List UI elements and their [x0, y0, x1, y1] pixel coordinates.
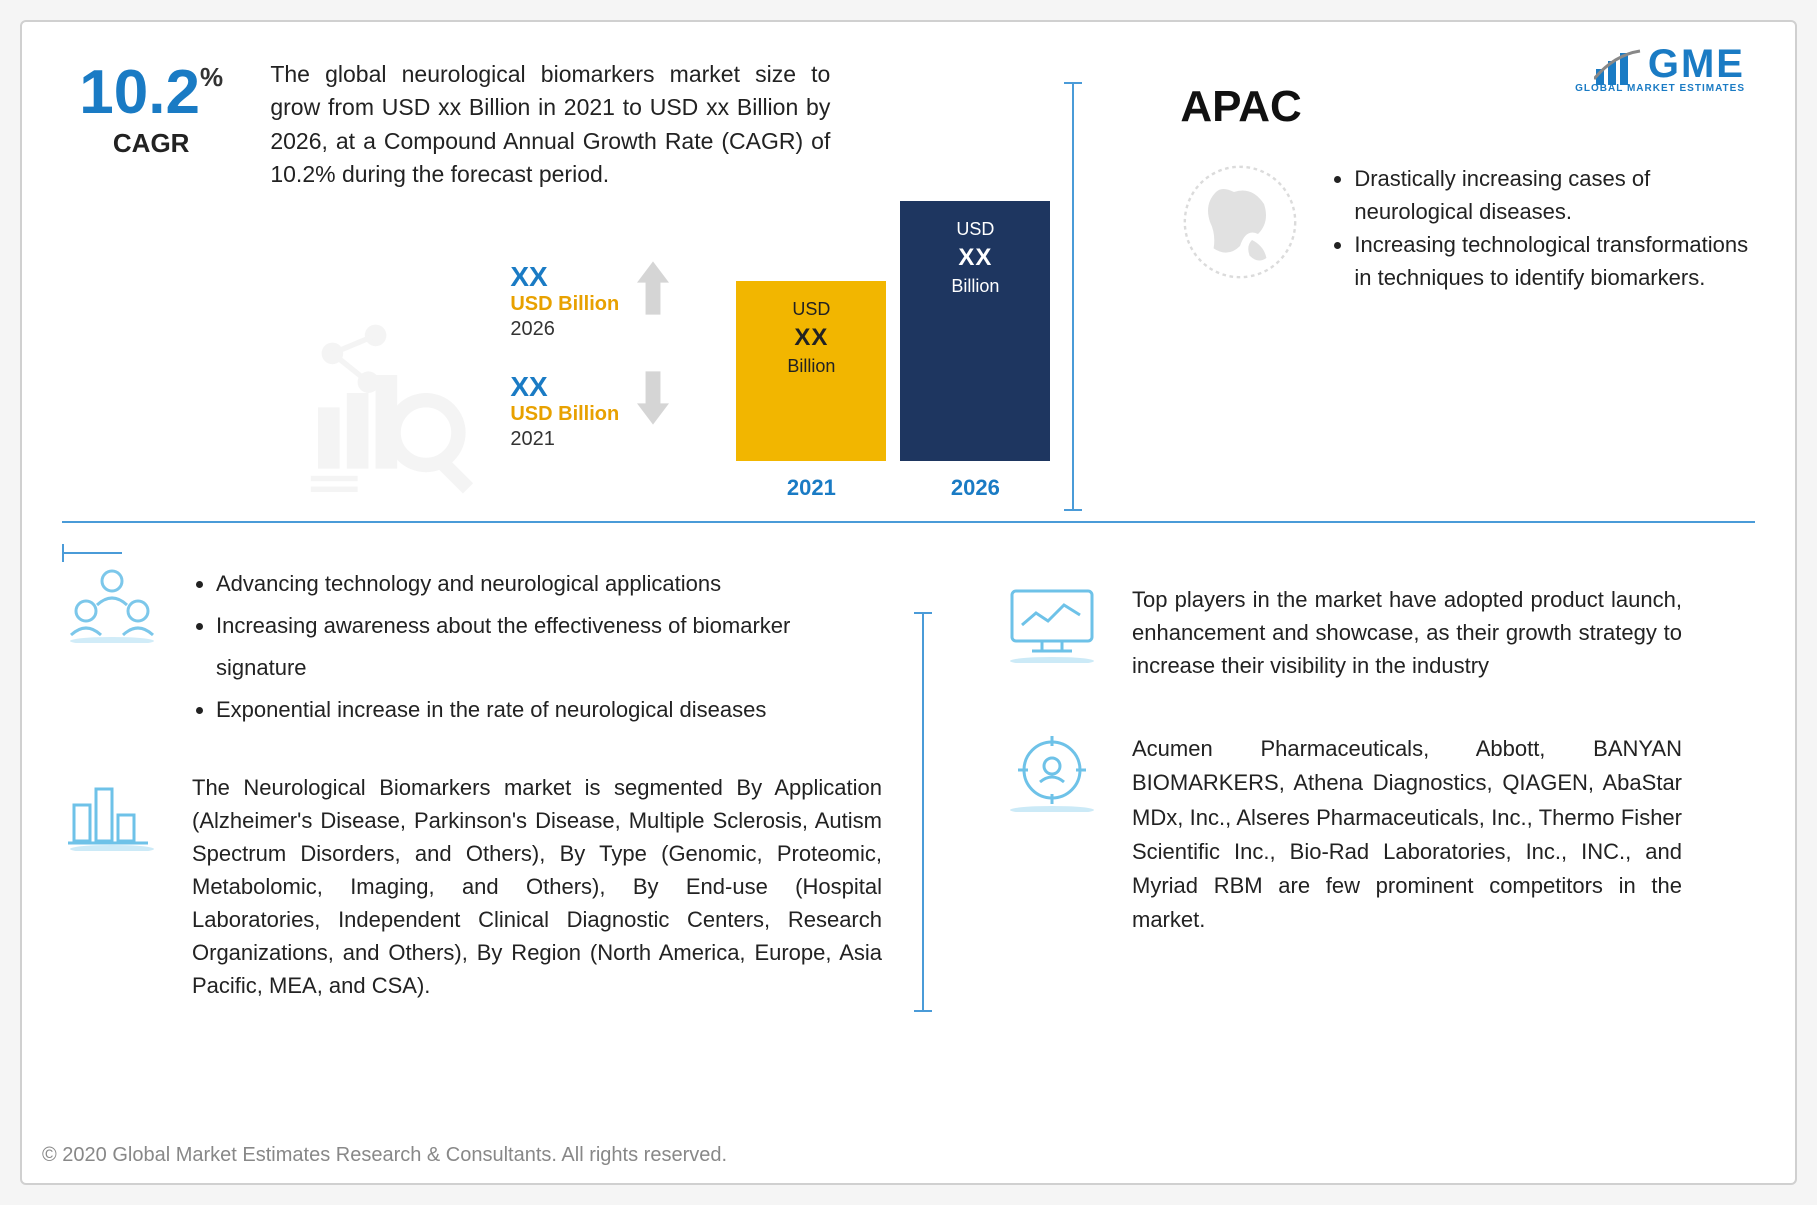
- drivers-list: Advancing technology and neurological ap…: [192, 563, 882, 730]
- xx-value: XX: [510, 371, 619, 403]
- mid-row: XX USD Billion 2026 XX USD Billion 2021: [270, 221, 1050, 501]
- monitor-icon: [1002, 583, 1102, 663]
- bar-category-label: 2026: [900, 475, 1050, 501]
- bar-2021-wrap: USD XX Billion 2021: [736, 281, 886, 501]
- apac-bullet: Increasing technological transformations…: [1354, 228, 1755, 294]
- driver-item: Exponential increase in the rate of neur…: [216, 689, 882, 731]
- bar-value: XX: [794, 324, 828, 352]
- right-column: Top players in the market have adopted p…: [1002, 563, 1682, 1001]
- drivers-block: Advancing technology and neurological ap…: [62, 563, 882, 730]
- strategy-text: Top players in the market have adopted p…: [1132, 583, 1682, 682]
- bar-usd-label: USD: [792, 299, 830, 320]
- logo-text: GME: [1648, 42, 1745, 87]
- bar-category-label: 2021: [736, 475, 886, 501]
- globe-icon: [1180, 162, 1300, 282]
- xx-item-2026: XX USD Billion 2026: [510, 261, 686, 341]
- logo-subtitle: GLOBAL MARKET ESTIMATES: [1575, 83, 1745, 94]
- segmentation-block: The Neurological Biomarkers market is se…: [62, 771, 882, 1002]
- people-icon: [62, 563, 162, 643]
- apac-bullet: Drastically increasing cases of neurolog…: [1354, 162, 1755, 228]
- xx-value: XX: [510, 261, 619, 293]
- xx-item-2021: XX USD Billion 2021: [510, 371, 686, 451]
- cagr-label: CAGR: [62, 128, 240, 159]
- analytics-icon: [300, 321, 480, 501]
- driver-item: Increasing awareness about the effective…: [216, 605, 882, 689]
- target-icon: [1002, 732, 1102, 812]
- bar-2026-wrap: USD XX Billion 2026: [900, 201, 1050, 501]
- cagr-percent-sign: %: [200, 62, 223, 92]
- bar-usd-label: USD: [956, 219, 994, 240]
- bar-unit: Billion: [787, 356, 835, 377]
- logo-bars-icon: [1594, 49, 1642, 87]
- horizontal-rule-marker: [62, 552, 122, 554]
- players-block: Acumen Pharmaceuticals, Abbott, BANYAN B…: [1002, 732, 1682, 937]
- vertical-divider-top: [1072, 82, 1074, 511]
- strategy-block: Top players in the market have adopted p…: [1002, 583, 1682, 682]
- copyright-text: © 2020 Global Market Estimates Research …: [42, 1144, 727, 1167]
- arrow-up-icon: [637, 261, 669, 315]
- xx-unit: USD Billion: [510, 403, 619, 426]
- arrow-down-icon: [637, 371, 669, 425]
- top-section: 10.2% CAGR The global neurological bioma…: [62, 52, 1755, 523]
- bar-chart-icon: [62, 771, 162, 851]
- bar-2021: USD XX Billion: [736, 281, 886, 461]
- apac-block: GME GLOBAL MARKET ESTIMATES APAC Drastic…: [1180, 52, 1755, 501]
- bar-chart: USD XX Billion 2021 USD XX Billion 2026: [736, 221, 1050, 501]
- bar-unit: Billion: [951, 276, 999, 297]
- xx-year: 2021: [510, 428, 619, 451]
- left-column: Advancing technology and neurological ap…: [62, 563, 882, 1001]
- vertical-divider-bottom: [922, 612, 924, 1012]
- segmentation-text: The Neurological Biomarkers market is se…: [192, 771, 882, 1002]
- apac-bullets: Drastically increasing cases of neurolog…: [1330, 162, 1755, 294]
- cagr-value: 10.2: [79, 58, 200, 127]
- infographic-container: 10.2% CAGR The global neurological bioma…: [20, 20, 1797, 1185]
- logo-block: GME GLOBAL MARKET ESTIMATES: [1575, 42, 1745, 94]
- xx-year: 2026: [510, 318, 619, 341]
- bar-2026: USD XX Billion: [900, 201, 1050, 461]
- players-text: Acumen Pharmaceuticals, Abbott, BANYAN B…: [1132, 732, 1682, 937]
- xx-stack: XX USD Billion 2026 XX USD Billion 2021: [510, 261, 686, 501]
- cagr-block: 10.2% CAGR: [62, 52, 240, 501]
- bottom-section: Advancing technology and neurological ap…: [62, 543, 1755, 1001]
- driver-item: Advancing technology and neurological ap…: [216, 563, 882, 605]
- xx-unit: USD Billion: [510, 293, 619, 316]
- summary-text: The global neurological biomarkers marke…: [270, 52, 830, 191]
- bar-value: XX: [958, 244, 992, 272]
